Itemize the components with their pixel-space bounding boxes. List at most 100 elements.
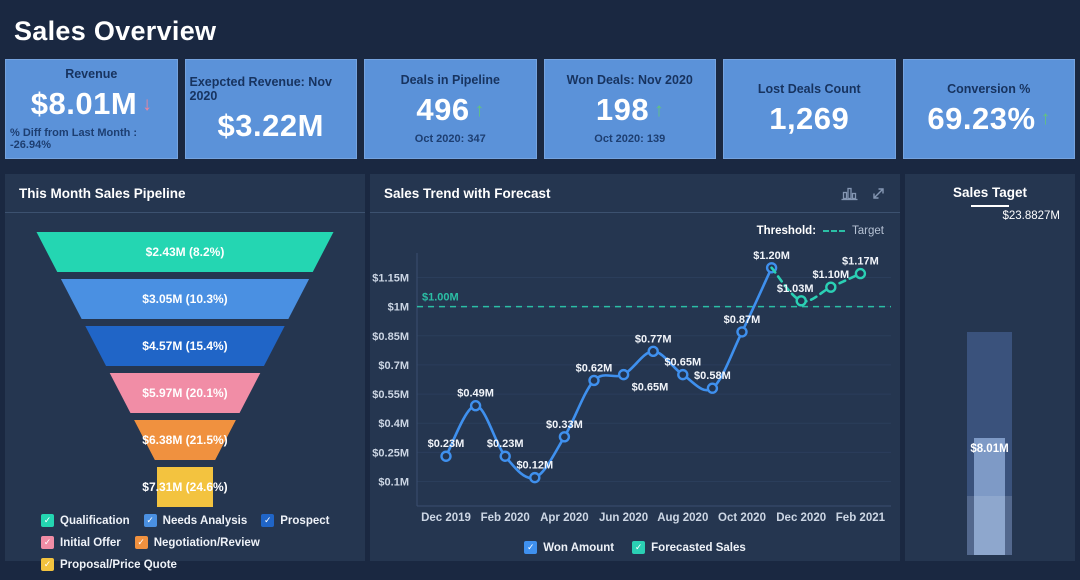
x-axis-tick: Dec 2020 [776,512,826,524]
trend-panel-body: Threshold: Target $0.1M $0.25M $0.4M $0.55M… [370,213,900,561]
legend-item-label: Proposal/Price Quote [60,558,177,571]
data-point-won-amount[interactable] [499,450,511,462]
data-point-label: $1.20M [753,250,790,262]
kpi-value-row: 69.23% ↑ [927,101,1050,137]
kpi-value: 198 [595,92,650,127]
legend-item-needs-analysis[interactable]: ✓ Needs Analysis [143,514,248,527]
legend-item-qualification[interactable]: ✓ Qualification [41,514,130,527]
legend-item-proposal-price-quote[interactable]: ✓ Proposal/Price Quote [41,558,177,571]
sales-dashboard: Sales Overview Revenue $8.01M ↓% Diff from… [5,16,1075,571]
legend-item-negotiation-review[interactable]: ✓ Negotiation/Review [134,536,260,549]
series-line-forecasted-sales [770,266,862,303]
legend-item-label: Forecasted Sales [651,541,746,554]
data-point-won-amount[interactable] [469,400,482,412]
data-point-won-amount[interactable] [617,368,630,381]
sales-target-panel: Sales Taget $23.8827M $8.01M [905,174,1075,561]
legend-checkbox-icon[interactable]: ✓ [41,558,54,571]
pipeline-funnel-chart[interactable]: $2.43M (8.2%) $3.05M (10.3%) $4.57M (15.4%… [5,213,365,510]
funnel-stage-qualification[interactable] [36,232,334,272]
legend-checkbox-icon[interactable]: ✓ [41,536,54,549]
kpi-value: 1,269 [769,100,850,136]
data-point-label: $0.23M [428,438,465,450]
legend-checkbox-icon[interactable]: ✓ [134,536,148,549]
data-point-won-amount[interactable] [588,374,600,387]
funnel-stage-label: $3.05M (10.3%) [142,292,227,306]
kpi-value-row: 1,269 [769,101,849,137]
x-axis-tick: Feb 2020 [481,512,530,524]
trend-panel-title: Sales Trend with Forecast [384,186,551,201]
data-point-won-amount[interactable] [558,431,571,443]
kpi-card-deals-in-pipeline: Deals in Pipeline 496 ↑ Oct 2020: 347 [364,59,537,159]
kpi-card-revenue: Revenue $8.01M ↓% Diff from Last Month : -… [5,59,178,159]
data-point-label: $0.23M [487,438,524,450]
kpi-value: $8.01M [30,86,138,121]
kpi-card-lost-deals-count: Lost Deals Count 1,269 [723,59,896,159]
data-point-won-amount[interactable] [529,471,541,484]
funnel-stage-proposal-price-quote[interactable] [157,467,213,507]
legend-item-label: Prospect [280,514,330,527]
trend-panel-toolbar [841,186,886,201]
data-point-won-amount[interactable] [440,450,452,462]
trend-panel-header: Sales Trend with Forecast [370,174,900,213]
kpi-card-title: Won Deals: Nov 2020 [566,73,693,87]
expand-icon[interactable] [871,186,886,201]
kpi-card-title: Lost Deals Count [757,81,861,96]
legend-checkbox-icon[interactable]: ✓ [143,514,157,527]
data-point-forecasted-sales[interactable] [854,267,867,280]
actual-value-label: $8.01M [970,443,1009,455]
legend-item-label: Needs Analysis [162,514,248,527]
funnel-stage-label: $7.31M (24.6%) [142,480,227,494]
y-axis-tick: $0.25M [372,447,409,459]
data-point-won-amount[interactable] [677,368,689,381]
target-gauge-fill[interactable] [974,438,1005,555]
x-axis-tick: Oct 2020 [718,512,766,524]
legend-item-prospect[interactable]: ✓ Prospect [261,514,329,527]
legend-item-label: Negotiation/Review [153,536,260,549]
data-point-forecasted-sales[interactable] [825,281,837,293]
kpi-value: $3.22M [217,107,324,143]
kpi-card-subtext: Oct 2020: 139 [594,133,666,145]
legend-checkbox-icon[interactable]: ✓ [41,514,54,527]
funnel-stage-prospect[interactable] [85,326,285,366]
data-point-won-amount[interactable] [736,326,748,338]
data-point-label: $0.33M [546,419,583,431]
bar-chart-icon[interactable] [841,186,858,201]
target-marker-line [971,205,1009,207]
threshold-legend: Threshold: Target [757,225,884,237]
page-title: Sales Overview [14,16,217,46]
legend-item-won-amount[interactable]: ✓ Won Amount [524,541,614,554]
legend-checkbox-icon[interactable]: ✓ [524,541,538,554]
kpi-value-row: $3.22M [218,108,324,144]
funnel-stage-negotiation-review[interactable] [134,420,236,460]
y-axis-tick: $0.55M [372,389,409,401]
data-point-label: $0.12M [516,460,553,472]
y-axis-tick: $0.1M [378,477,409,489]
legend-item-forecasted-sales[interactable]: ✓ Forecasted Sales [632,541,746,554]
series-line-won-amount [444,266,773,480]
x-axis-tick: Dec 2019 [421,512,471,524]
kpi-card-title: Revenue [65,67,118,81]
legend-item-initial-offer[interactable]: ✓ Initial Offer [41,536,121,549]
pipeline-panel-title: This Month Sales Pipeline [19,186,186,201]
trend-panel: Sales Trend with Forecast [370,174,900,561]
kpi-card-subtext: Oct 2020: 347 [414,133,486,145]
data-point-label: $0.77M [635,333,672,345]
y-axis-tick: $1M [388,302,409,314]
sales-trend-chart[interactable]: $0.1M $0.25M $0.4M $0.55M $0.7M $0.85M $1M $1.1… [370,213,900,553]
funnel-stage-needs-analysis[interactable] [60,279,310,319]
x-axis-tick: Feb 2021 [836,512,886,524]
pipeline-legend: ✓ Qualification ✓ Needs Analysis ✓ Prospect ✓ I… [5,510,365,571]
kpi-value: 69.23% [927,100,1036,136]
data-point-forecasted-sales[interactable] [795,295,807,307]
pipeline-panel: This Month Sales Pipeline $2.43M (8.2%) $… [5,174,365,571]
legend-item-label: Initial Offer [60,536,121,549]
funnel-stage-initial-offer[interactable] [109,373,261,413]
legend-checkbox-icon[interactable]: ✓ [632,541,646,554]
funnel-stage-label: $2.43M (8.2%) [146,245,225,259]
legend-checkbox-icon[interactable]: ✓ [261,514,275,527]
kpi-card-subtext: % Diff from Last Month : -26.94% [10,127,138,151]
data-point-won-amount[interactable] [706,382,719,394]
data-point-label: $0.87M [724,314,761,326]
data-point-won-amount[interactable] [647,345,659,358]
legend-item-label: Won Amount [543,541,615,554]
